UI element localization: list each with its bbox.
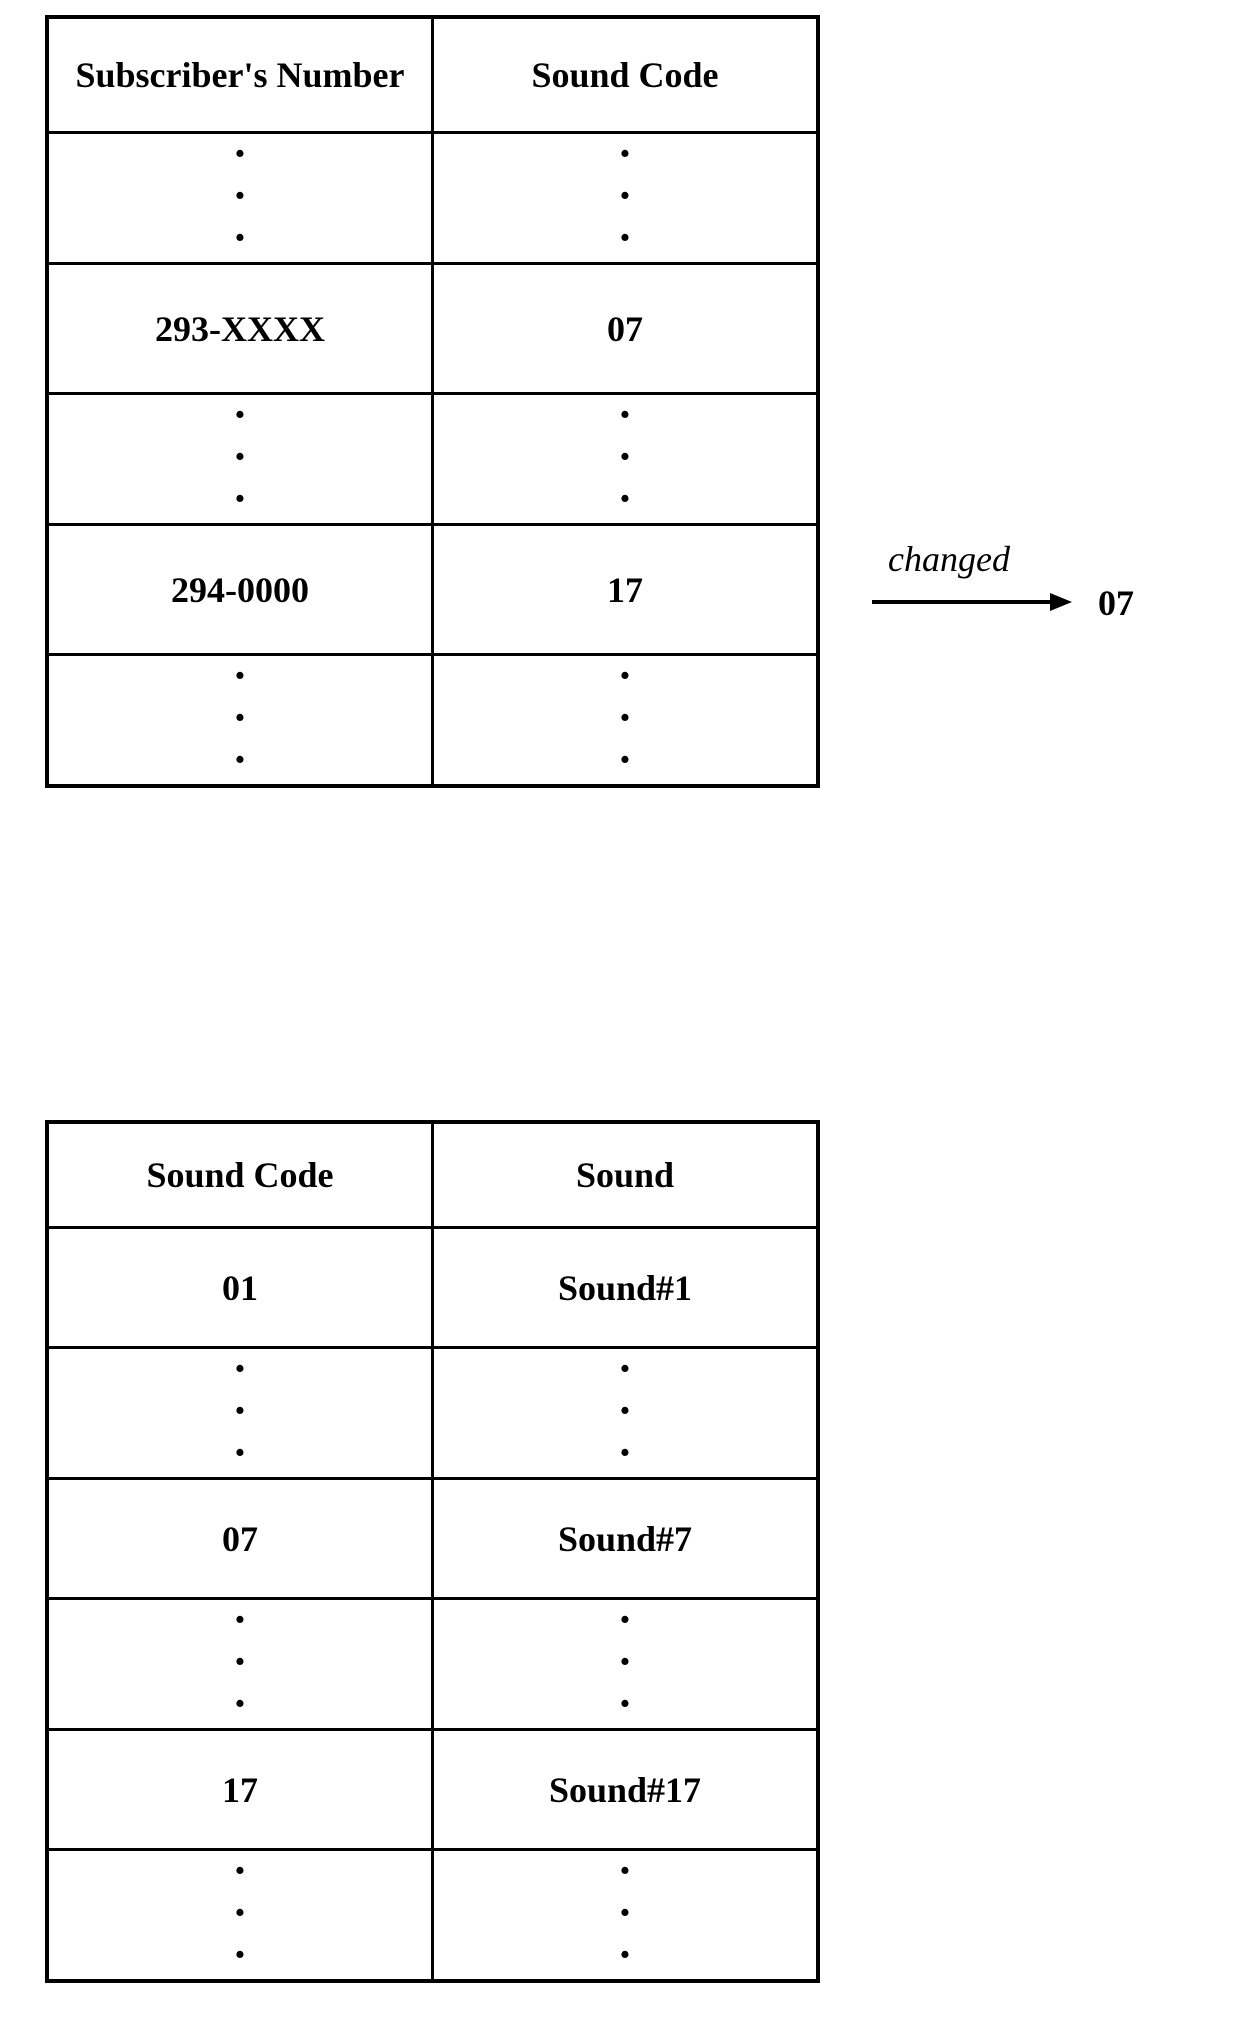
table-cell: ··· bbox=[433, 1599, 819, 1730]
cell-value: 07 bbox=[607, 309, 643, 349]
cell-value: Sound#17 bbox=[549, 1770, 701, 1810]
table-cell: ··· bbox=[433, 1348, 819, 1479]
table-cell: ··· bbox=[433, 133, 819, 264]
table-row: ······ bbox=[47, 133, 818, 264]
vertical-ellipsis-icon: ··· bbox=[233, 390, 248, 523]
table1-col0-header: Subscriber's Number bbox=[47, 17, 433, 133]
vertical-ellipsis-icon: ··· bbox=[233, 129, 248, 262]
table-row: ······ bbox=[47, 1599, 818, 1730]
table-row: 07 Sound#7 bbox=[47, 1479, 818, 1599]
table-row: ······ bbox=[47, 1348, 818, 1479]
table-cell: 07 bbox=[433, 264, 819, 394]
cell-value: 17 bbox=[607, 570, 643, 610]
table-cell: 17 bbox=[47, 1730, 433, 1850]
table-row: 293-XXXX 07 bbox=[47, 264, 818, 394]
table-cell: 293-XXXX bbox=[47, 264, 433, 394]
changed-annotation-label: changed bbox=[888, 538, 1010, 580]
table-cell: 294-0000 bbox=[47, 525, 433, 655]
table-cell: ··· bbox=[433, 1850, 819, 1982]
cell-value: 17 bbox=[222, 1770, 258, 1810]
cell-value: 07 bbox=[222, 1519, 258, 1559]
vertical-ellipsis-icon: ··· bbox=[618, 390, 633, 523]
table-cell: 07 bbox=[47, 1479, 433, 1599]
table-row: ······ bbox=[47, 655, 818, 787]
cell-value: Sound#1 bbox=[558, 1268, 692, 1308]
table-row: 17 Sound#17 bbox=[47, 1730, 818, 1850]
table-cell: ··· bbox=[433, 394, 819, 525]
table-cell: Sound#17 bbox=[433, 1730, 819, 1850]
table-cell: 17 bbox=[433, 525, 819, 655]
cell-value: 294-0000 bbox=[171, 570, 309, 610]
table-cell: ··· bbox=[47, 655, 433, 787]
vertical-ellipsis-icon: ··· bbox=[618, 1846, 633, 1979]
table-cell: ··· bbox=[47, 133, 433, 264]
vertical-ellipsis-icon: ··· bbox=[233, 1595, 248, 1728]
table-row: ······ bbox=[47, 1850, 818, 1982]
vertical-ellipsis-icon: ··· bbox=[618, 129, 633, 262]
vertical-ellipsis-icon: ··· bbox=[233, 651, 248, 784]
table2-col0-header: Sound Code bbox=[47, 1122, 433, 1228]
table-row: ······ bbox=[47, 394, 818, 525]
subscriber-sound-code-table: Subscriber's Number Sound Code ······293… bbox=[45, 15, 820, 788]
table-header-row: Sound Code Sound bbox=[47, 1122, 818, 1228]
table-header-row: Subscriber's Number Sound Code bbox=[47, 17, 818, 133]
table-cell: ··· bbox=[47, 394, 433, 525]
table2-col1-header: Sound bbox=[433, 1122, 819, 1228]
cell-value: 293-XXXX bbox=[155, 309, 325, 349]
table-cell: ··· bbox=[47, 1850, 433, 1982]
vertical-ellipsis-icon: ··· bbox=[618, 1595, 633, 1728]
table1-col1-header: Sound Code bbox=[433, 17, 819, 133]
changed-new-value: 07 bbox=[1098, 582, 1134, 624]
table-cell: Sound#7 bbox=[433, 1479, 819, 1599]
table-cell: 01 bbox=[47, 1228, 433, 1348]
cell-value: Sound#7 bbox=[558, 1519, 692, 1559]
cell-value: 01 bbox=[222, 1268, 258, 1308]
sound-code-sound-table: Sound Code Sound 01Sound#1······07Sound#… bbox=[45, 1120, 820, 1983]
vertical-ellipsis-icon: ··· bbox=[233, 1846, 248, 1979]
table-cell: ··· bbox=[47, 1348, 433, 1479]
table-cell: Sound#1 bbox=[433, 1228, 819, 1348]
vertical-ellipsis-icon: ··· bbox=[618, 1344, 633, 1477]
table-row: 01 Sound#1 bbox=[47, 1228, 818, 1348]
table-row: 294-0000 17 bbox=[47, 525, 818, 655]
table-cell: ··· bbox=[47, 1599, 433, 1730]
table-cell: ··· bbox=[433, 655, 819, 787]
vertical-ellipsis-icon: ··· bbox=[233, 1344, 248, 1477]
vertical-ellipsis-icon: ··· bbox=[618, 651, 633, 784]
